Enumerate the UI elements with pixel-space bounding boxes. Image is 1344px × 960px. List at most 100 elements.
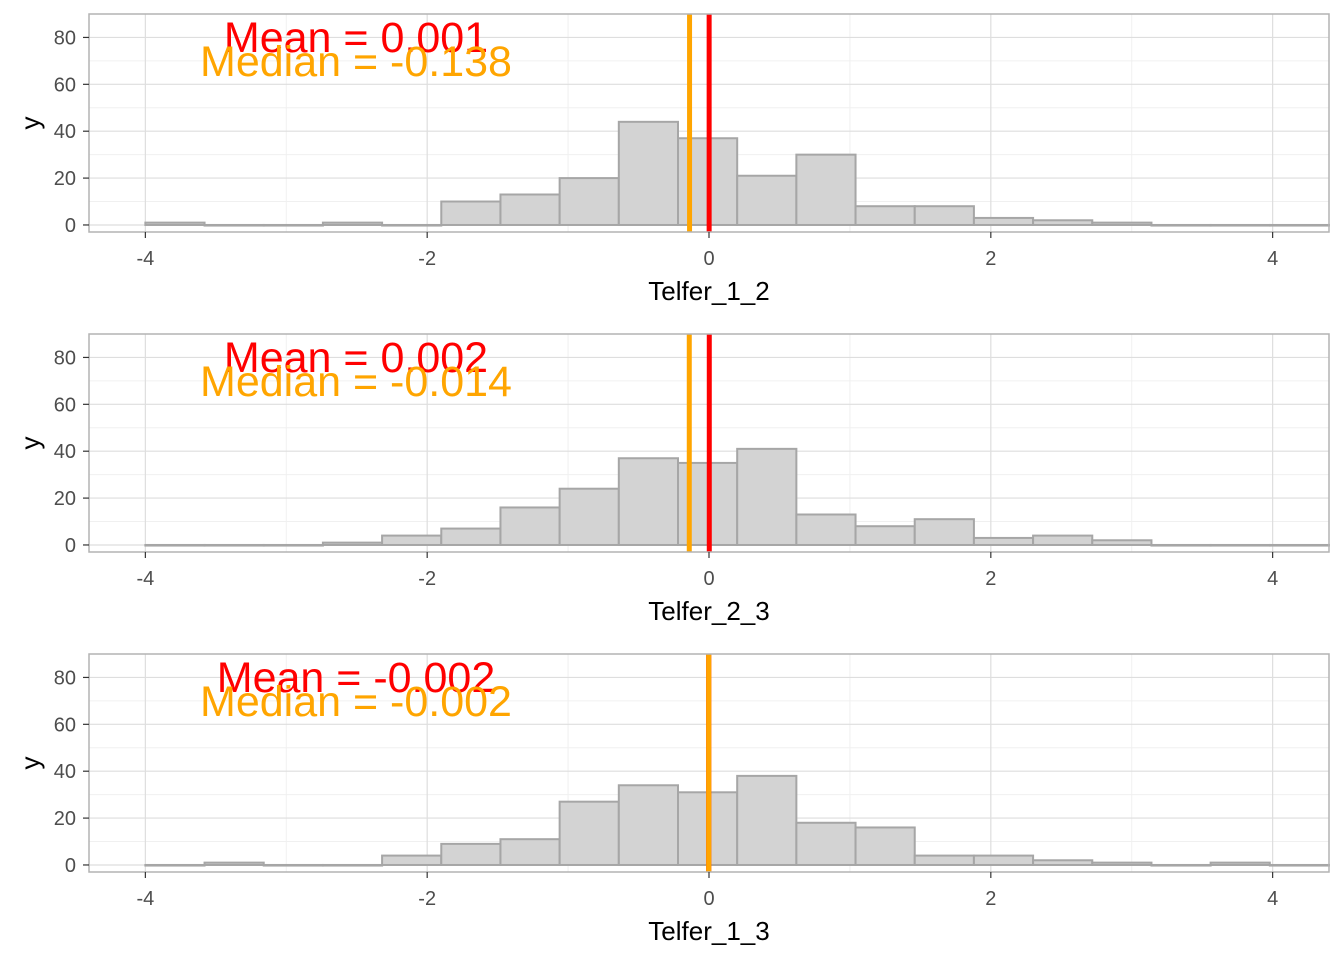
histogram-bar — [262, 863, 324, 867]
histogram-bar — [1268, 223, 1331, 227]
histogram-bar — [736, 174, 798, 226]
histogram-bar — [144, 863, 206, 867]
histogram-bar — [854, 525, 916, 546]
x-tick-label: 2 — [985, 568, 996, 590]
histogram-bar — [381, 854, 443, 866]
histogram-bar — [1209, 543, 1271, 547]
x-tick-label: 2 — [985, 888, 996, 910]
histogram-bar — [617, 120, 679, 226]
y-axis-title: y — [15, 117, 45, 130]
histogram-bar — [144, 221, 206, 226]
histogram-bar — [1268, 863, 1331, 867]
histogram-bar — [262, 223, 324, 227]
histogram-bar — [1209, 223, 1271, 227]
histogram-bar — [321, 541, 384, 546]
x-tick-label: 4 — [1267, 248, 1278, 270]
y-tick-label: 80 — [54, 667, 76, 689]
x-axis-title: Telfer_2_3 — [648, 596, 769, 626]
histogram-bar — [617, 457, 679, 546]
y-tick-label: 0 — [65, 535, 76, 557]
y-tick-label: 40 — [54, 121, 76, 143]
x-tick-label: -4 — [136, 568, 154, 590]
histogram-bar — [499, 193, 561, 226]
histogram-bar — [381, 534, 443, 546]
histogram-bar — [854, 826, 916, 866]
histogram-bar — [558, 800, 620, 866]
histogram-bar — [144, 543, 206, 547]
histogram-bar — [1032, 219, 1094, 226]
median-annotation: Median = -0.014 — [200, 358, 512, 406]
y-axis-title: y — [15, 437, 45, 450]
histogram-bar — [972, 536, 1035, 546]
histogram-bar — [499, 506, 561, 546]
histogram-bar — [736, 447, 798, 546]
x-tick-label: 4 — [1267, 568, 1278, 590]
histogram-bar — [1032, 859, 1094, 866]
histogram-bar — [1032, 534, 1094, 546]
x-tick-label: -4 — [136, 888, 154, 910]
histogram-bar — [972, 854, 1035, 866]
histogram-bar — [795, 153, 857, 226]
histogram-bar — [499, 838, 561, 866]
histogram-bar — [203, 861, 265, 866]
x-tick-label: -2 — [418, 888, 436, 910]
histogram-bar — [1150, 863, 1212, 867]
y-tick-label: 20 — [54, 488, 76, 510]
histogram-bar — [736, 774, 798, 866]
x-axis-title: Telfer_1_2 — [648, 276, 769, 306]
histogram-bar — [913, 518, 975, 546]
y-tick-label: 60 — [54, 74, 76, 96]
histogram-bar — [203, 223, 265, 227]
mean-annotation: Mean = 0.002 — [224, 334, 488, 382]
x-tick-label: -4 — [136, 248, 154, 270]
histogram-bar — [617, 784, 679, 866]
histogram-bar — [440, 527, 502, 546]
histogram-bar — [1209, 861, 1271, 866]
histogram-bar — [440, 200, 502, 226]
x-tick-label: -2 — [418, 568, 436, 590]
y-axis-title: y — [15, 757, 45, 770]
histogram-bar — [913, 205, 975, 226]
y-tick-label: 20 — [54, 808, 76, 830]
histogram-bar — [262, 543, 324, 547]
histogram-bar — [972, 216, 1035, 226]
histogram-bar — [795, 513, 857, 546]
histogram-bar — [321, 221, 384, 226]
y-tick-label: 0 — [65, 855, 76, 877]
mean-annotation: Mean = -0.002 — [217, 654, 496, 702]
histogram-bar — [381, 223, 443, 227]
histogram-bar — [321, 863, 384, 867]
y-tick-label: 20 — [54, 168, 76, 190]
x-tick-label: -2 — [418, 248, 436, 270]
histogram-bar — [795, 821, 857, 866]
x-tick-label: 4 — [1267, 888, 1278, 910]
histogram-bar — [1150, 543, 1212, 547]
histogram-bar — [1268, 543, 1331, 547]
median-annotation: Median = -0.002 — [200, 678, 512, 726]
y-tick-label: 80 — [54, 347, 76, 369]
x-tick-label: 0 — [703, 888, 714, 910]
histogram-bar — [558, 177, 620, 226]
y-tick-label: 60 — [54, 394, 76, 416]
y-tick-label: 80 — [54, 27, 76, 49]
histogram-bar — [854, 205, 916, 226]
x-tick-label: 0 — [703, 568, 714, 590]
mean-annotation: Mean = 0.001 — [224, 14, 488, 62]
y-tick-label: 0 — [65, 215, 76, 237]
y-tick-label: 40 — [54, 761, 76, 783]
y-tick-label: 40 — [54, 441, 76, 463]
x-tick-label: 2 — [985, 248, 996, 270]
histogram-bar — [558, 487, 620, 546]
histogram-bar — [1091, 539, 1153, 546]
histogram-bar — [1150, 223, 1212, 227]
median-annotation: Median = -0.138 — [200, 38, 512, 86]
y-tick-label: 60 — [54, 714, 76, 736]
x-tick-label: 0 — [703, 248, 714, 270]
histogram-bar — [1091, 861, 1153, 866]
histogram-bar — [203, 543, 265, 547]
histogram-bar — [1091, 221, 1153, 226]
histogram-bar — [440, 842, 502, 866]
